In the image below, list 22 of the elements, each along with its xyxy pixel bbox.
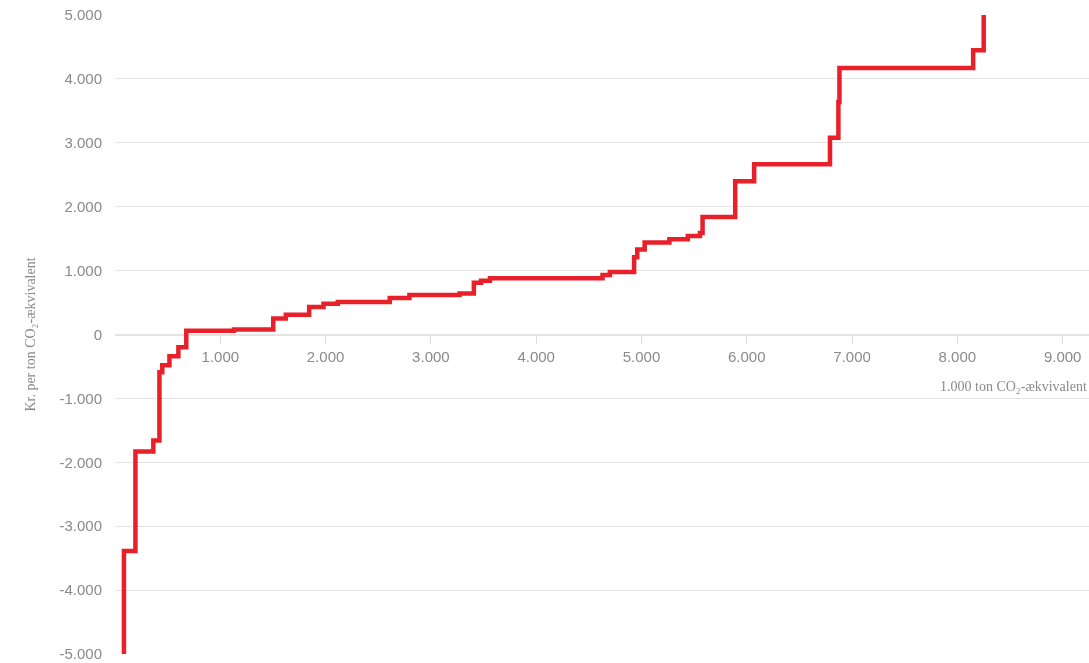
x-tick-label: 8.000 (938, 347, 977, 365)
y-tick-label: -1.000 (59, 389, 102, 407)
x-axis-title: 1.000 ton CO₂-ækvivalent (940, 379, 1087, 394)
y-tick-label: -4.000 (59, 581, 102, 599)
x-tick-label: 3.000 (412, 347, 450, 365)
y-tick-label: 3.000 (64, 134, 102, 152)
y-tick-label: 5.000 (64, 6, 102, 24)
x-tick-label: 1.000 (201, 347, 240, 365)
x-tick-label: 6.000 (728, 347, 766, 365)
x-tick-label: 2.000 (306, 347, 345, 365)
y-tick-label: 2.000 (64, 197, 102, 215)
y-tick-label: 1.000 (64, 261, 102, 279)
y-axis-title: Kr. per ton CO₂-ækvivalent (23, 257, 39, 412)
x-tick-label: 5.000 (622, 347, 661, 365)
y-tick-label: 0 (93, 325, 102, 343)
x-tick-label: 4.000 (517, 347, 555, 365)
y-tick-label: 4.000 (64, 70, 102, 88)
y-tick-label: -3.000 (59, 517, 102, 535)
y-tick-label: -5.000 (59, 645, 102, 663)
x-tick-label: 7.000 (833, 347, 871, 365)
x-tick-label: 9.000 (1043, 347, 1082, 365)
y-tick-label: -2.000 (59, 453, 102, 471)
